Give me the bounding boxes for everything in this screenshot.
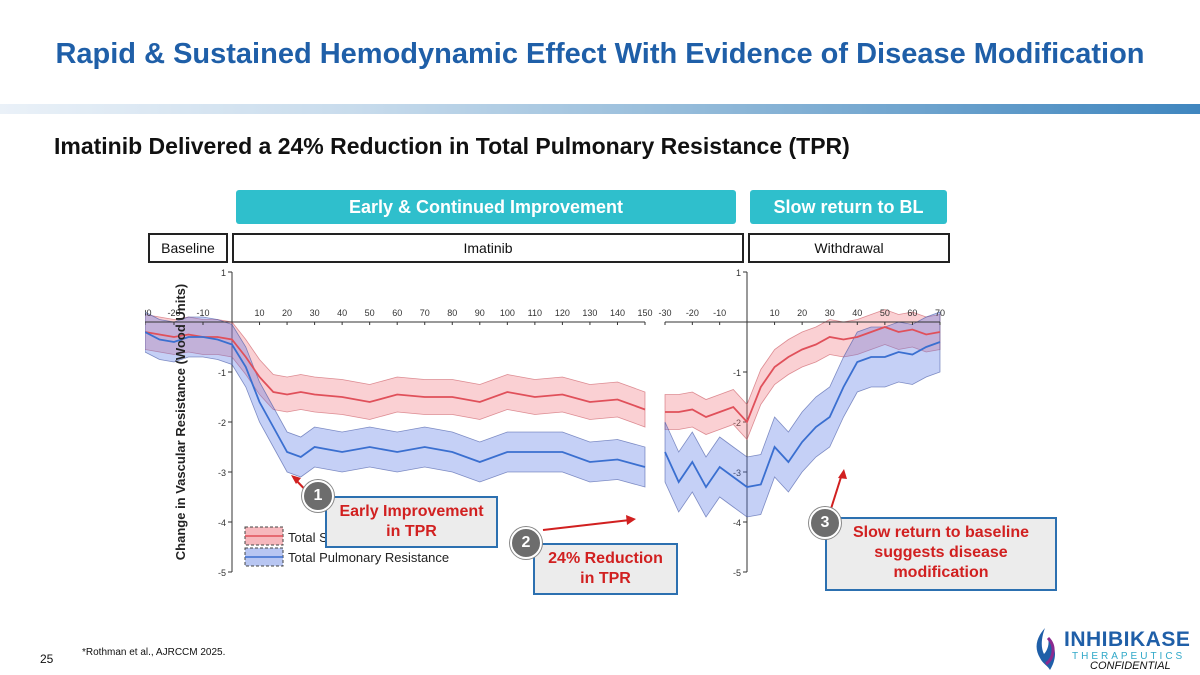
arrow-2	[542, 519, 631, 531]
callout-2-line-2: in TPR	[580, 570, 631, 587]
title-divider-bar	[0, 104, 1200, 114]
x-tick-label: 40	[852, 308, 862, 318]
x-tick-label: 10	[770, 308, 780, 318]
band-withdrawal-1	[664, 311, 941, 518]
y-tick-label: 1	[736, 268, 741, 278]
x-tick-label: 60	[392, 308, 402, 318]
callout-badge-3: 3	[809, 507, 841, 539]
arrow-1-head	[291, 475, 301, 484]
x-tick-label: 70	[935, 308, 945, 318]
slide-title: Rapid & Sustained Hemodynamic Effect Wit…	[55, 38, 1145, 70]
y-tick-label: -2	[733, 418, 741, 428]
x-tick-label: -30	[658, 308, 671, 318]
band-imatinib-1	[144, 311, 646, 488]
x-tick-label: -20	[167, 308, 180, 318]
callout-badge-1: 1	[302, 480, 334, 512]
phase-withdrawal: Withdrawal	[748, 233, 950, 263]
y-tick-label: -1	[218, 368, 226, 378]
x-tick-label: 60	[907, 308, 917, 318]
legend-label-pulmonary: Total Pulmonary Resistance	[288, 550, 449, 565]
callout-1-line-2: in TPR	[386, 523, 437, 540]
logo-flame-icon	[1036, 628, 1055, 670]
x-tick-label: 30	[825, 308, 835, 318]
x-tick-label: 50	[880, 308, 890, 318]
x-tick-label: -10	[713, 308, 726, 318]
x-tick-label: 10	[255, 308, 265, 318]
x-tick-label: 110	[528, 308, 542, 318]
legend-label-systemic: Total S	[288, 530, 328, 545]
callout-3-line-3: modification	[893, 564, 989, 581]
x-tick-label: 80	[447, 308, 457, 318]
arrow-2-head	[626, 515, 636, 525]
phase-baseline: Baseline	[148, 233, 228, 263]
callout-1-line-1: Early Improvement	[339, 503, 484, 520]
callout-3-line-1: Slow return to baseline	[852, 524, 1030, 541]
x-tick-label: 120	[555, 308, 570, 318]
phase-imatinib: Imatinib	[232, 233, 744, 263]
callout-24-reduction: 24% Reduction in TPR	[533, 543, 678, 595]
x-tick-label: 30	[310, 308, 320, 318]
logo-wordmark: INHIBIKASE	[1064, 628, 1191, 651]
confidential-label: CONFIDENTIAL	[1090, 660, 1171, 672]
callout-badge-2: 2	[510, 527, 542, 559]
y-tick-label: -2	[218, 418, 226, 428]
callout-2-line-1: 24% Reduction	[548, 550, 663, 567]
series-line-withdrawal-1	[664, 341, 941, 489]
y-tick-label: -5	[733, 568, 741, 578]
banner-early-improvement: Early & Continued Improvement	[236, 190, 736, 224]
confidence-bands	[144, 309, 941, 518]
callout-early-improvement: Early Improvement in TPR	[325, 496, 498, 548]
y-axis: 1 -1 -2 -3 -4 -5 1 -1 -2 -3 -4 -5	[218, 268, 748, 578]
legend: Total S Total Pulmonary Resistance	[244, 526, 449, 567]
y-tick-label: -3	[733, 468, 741, 478]
x-tick-label: 90	[475, 308, 485, 318]
x-tick-label: -20	[686, 308, 699, 318]
y-tick-label: -4	[218, 518, 226, 528]
slide-subtitle: Imatinib Delivered a 24% Reduction in To…	[54, 133, 850, 159]
y-tick-label: -5	[218, 568, 226, 578]
company-logo: INHIBIKASE THERAPEUTICS	[1028, 624, 1193, 672]
series-line-imatinib-1	[144, 331, 646, 468]
x-tick-label: 100	[500, 308, 515, 318]
arrow-3-head	[838, 469, 847, 479]
x-tick-label: 130	[582, 308, 597, 318]
x-axis: -30 -20 -10 10 20 30 40 50 60 70 80 90 100 110 120 130 1…	[138, 308, 945, 325]
x-tick-label: -10	[196, 308, 209, 318]
y-axis-label: Change in Vascular Resistance (Wood Unit…	[173, 284, 188, 560]
x-tick-label: 20	[797, 308, 807, 318]
x-tick-label: 20	[282, 308, 292, 318]
y-tick-label: -3	[218, 468, 226, 478]
x-tick-label: 140	[610, 308, 625, 318]
series-line-withdrawal-0	[665, 326, 941, 424]
x-tick-label: -30	[145, 308, 152, 318]
band-imatinib-0	[144, 314, 646, 428]
resistance-chart-svg: 1 -1 -2 -3 -4 -5 1 -1 -2 -3 -4 -5 -30 -20 -10 10 20 30 40…	[138, 268, 945, 578]
logo-subtitle: THERAPEUTICS	[1072, 651, 1186, 662]
x-tick-label: 50	[365, 308, 375, 318]
y-tick-label: 1	[221, 268, 226, 278]
callout-3-line-2: suggests disease	[874, 544, 1008, 561]
y-tick-label: -1	[733, 368, 741, 378]
callout-slow-return: Slow return to baseline suggests disease…	[825, 517, 1057, 591]
banner-slow-return: Slow return to BL	[750, 190, 947, 224]
y-tick-label: -4	[733, 518, 741, 528]
series-lines	[144, 326, 941, 489]
footnote-citation: *Rothman et al., AJRCCM 2025.	[82, 647, 226, 658]
resistance-chart: 1 -1 -2 -3 -4 -5 1 -1 -2 -3 -4 -5 -30 -20 -10 10 20 30 40…	[138, 262, 955, 584]
page-number: 25	[40, 652, 54, 666]
x-tick-label: 70	[420, 308, 430, 318]
x-tick-label: 150	[637, 308, 652, 318]
x-tick-label: 40	[337, 308, 347, 318]
